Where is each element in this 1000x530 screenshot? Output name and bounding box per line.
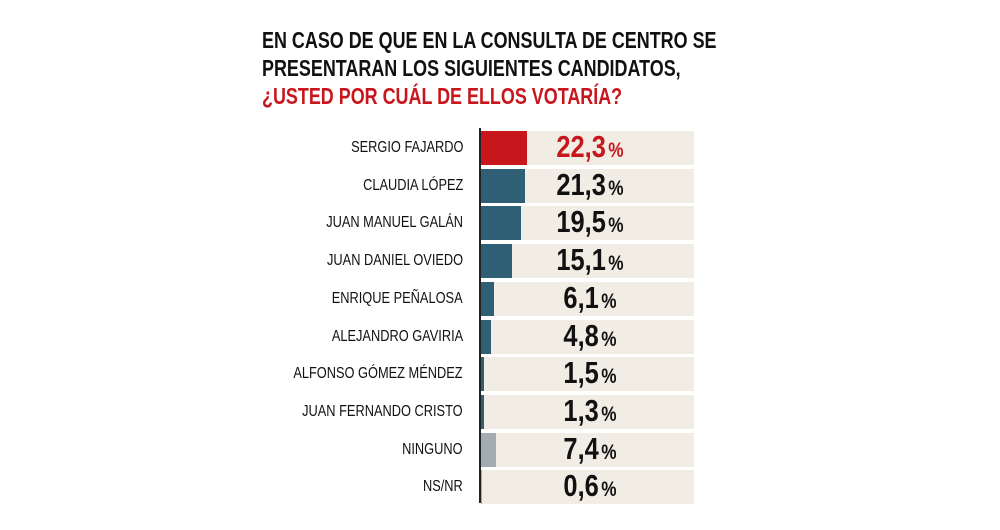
bar-row: ENRIQUE PEÑALOSA 6,1%	[0, 279, 1000, 316]
y-axis-line	[479, 128, 481, 503]
bar-row: JUAN FERNANDO CRISTO 1,3%	[0, 392, 1000, 429]
bar-track	[481, 357, 694, 392]
category-label: JUAN FERNANDO CRISTO	[302, 402, 463, 420]
category-label: SERGIO FAJARDO	[350, 139, 463, 156]
bar	[481, 281, 494, 316]
category-label: JUAN DANIEL OVIEDO	[326, 252, 463, 270]
bar-row: ALEJANDRO GAVIRIA 4,8%	[0, 317, 1000, 354]
bar	[481, 206, 522, 241]
bar	[481, 357, 485, 392]
bar-row: JUAN DANIEL OVIEDO 15,1%	[0, 242, 1000, 279]
bar	[481, 131, 528, 165]
bar-track	[481, 394, 694, 429]
bar-row: CLAUDIA LÓPEZ 21,3%	[0, 166, 1000, 203]
bar-row: SERGIO FAJARDO 22,3%	[0, 129, 1000, 165]
category-label: ALEJANDRO GAVIRIA	[331, 327, 463, 345]
data-label: 6,1%	[563, 279, 617, 315]
title-line-1: EN CASO DE QUE EN LA CONSULTA DE CENTRO …	[262, 27, 717, 53]
bar-row: NS/NR 0,6%	[0, 468, 1000, 505]
chart-title: EN CASO DE QUE EN LA CONSULTA DE CENTRO …	[262, 26, 717, 110]
data-label: 1,5%	[563, 355, 617, 391]
bar-track	[481, 470, 694, 505]
data-label: 7,4%	[563, 430, 617, 466]
title-line-2: PRESENTARAN LOS SIGUIENTES CANDIDATOS,	[262, 55, 681, 81]
category-label: ENRIQUE PEÑALOSA	[332, 289, 463, 307]
bar-row: NINGUNO 7,4%	[0, 430, 1000, 467]
category-label: JUAN MANUEL GALÁN	[326, 214, 463, 232]
bar-track	[481, 432, 694, 467]
bar	[481, 244, 513, 279]
data-label: 15,1%	[556, 242, 624, 278]
data-label: 4,8%	[563, 317, 617, 353]
bar-track	[481, 319, 694, 354]
category-label: ALFONSO GÓMEZ MÉNDEZ	[293, 365, 463, 383]
bar-track	[481, 244, 694, 279]
bar	[481, 432, 497, 467]
data-label: 1,3%	[563, 392, 617, 428]
title-line-3: ¿USTED POR CUÁL DE ELLOS VOTARÍA?	[262, 83, 623, 109]
bar	[481, 470, 483, 505]
bar-row: JUAN MANUEL GALÁN 19,5%	[0, 204, 1000, 241]
data-label: 21,3%	[556, 166, 624, 202]
bar	[481, 168, 526, 203]
category-label: NS/NR	[423, 478, 463, 496]
bar-track	[481, 281, 694, 316]
data-label: 22,3%	[556, 129, 624, 164]
bar	[481, 394, 484, 429]
category-label: CLAUDIA LÓPEZ	[362, 176, 463, 194]
category-label: NINGUNO	[402, 440, 463, 458]
bar-row: ALFONSO GÓMEZ MÉNDEZ 1,5%	[0, 355, 1000, 392]
data-label: 19,5%	[556, 204, 624, 240]
bar	[481, 319, 491, 354]
data-label: 0,6%	[563, 468, 617, 504]
